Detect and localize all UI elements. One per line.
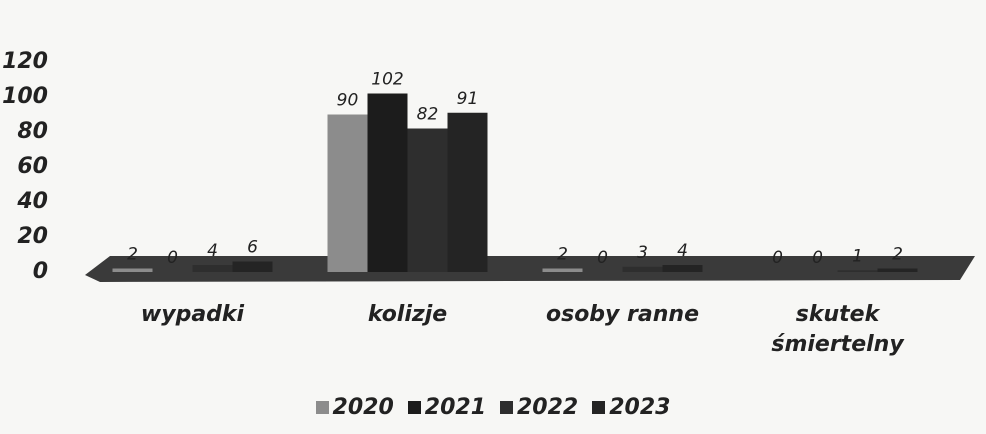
y-tick-label: 80 <box>17 119 48 144</box>
y-tick-label: 60 <box>17 154 48 179</box>
legend: 2020 2021 2022 2023 <box>0 395 986 420</box>
value-label: 2 <box>127 245 138 265</box>
value-label: 3 <box>637 243 648 263</box>
bar <box>877 268 918 272</box>
bar <box>622 266 663 272</box>
value-label: 102 <box>371 70 403 90</box>
value-label: 0 <box>772 248 783 268</box>
value-label: 6 <box>247 238 258 258</box>
y-tick-label: 20 <box>17 224 48 249</box>
bar <box>232 261 273 272</box>
floor <box>85 256 975 282</box>
value-label: 2 <box>557 245 568 265</box>
value-label: 82 <box>417 105 439 125</box>
x-tick-label: kolizje <box>367 302 448 327</box>
bar <box>447 112 488 272</box>
x-tick-label: skutek śmiertelny <box>771 302 904 357</box>
bar <box>837 270 878 272</box>
bar <box>542 268 583 272</box>
value-label: 91 <box>457 89 479 109</box>
legend-swatch <box>592 401 606 414</box>
bar <box>407 128 448 272</box>
bar <box>112 268 153 272</box>
legend-item: 2021 <box>407 395 486 420</box>
bar <box>192 265 233 272</box>
value-label: 90 <box>337 91 359 111</box>
value-label: 0 <box>812 248 823 268</box>
legend-label: 2021 <box>424 395 486 420</box>
legend-item: 2020 <box>315 395 394 420</box>
legend-label: 2023 <box>609 395 671 420</box>
x-tick-label: wypadki <box>140 302 245 327</box>
value-label: 1 <box>852 246 863 266</box>
value-label: 4 <box>677 241 688 261</box>
legend-swatch <box>407 401 421 414</box>
value-label: 2 <box>892 245 903 265</box>
bar <box>327 114 368 272</box>
legend-swatch <box>315 401 329 414</box>
bar <box>662 265 703 272</box>
legend-label: 2020 <box>332 395 394 420</box>
y-tick-label: 40 <box>16 189 48 214</box>
legend-item: 2023 <box>592 395 670 420</box>
bar <box>367 93 408 272</box>
value-label: 4 <box>207 241 218 261</box>
legend-item: 2022 <box>500 395 578 420</box>
y-tick-label: 100 <box>2 84 48 109</box>
y-tick-label: 0 <box>33 259 48 284</box>
legend-swatch <box>500 401 513 414</box>
value-label: 0 <box>597 248 608 268</box>
legend-label: 2022 <box>517 395 579 420</box>
x-tick-label: osoby ranne <box>545 302 699 327</box>
y-tick-label: 120 <box>2 49 48 74</box>
value-label: 0 <box>167 248 178 268</box>
